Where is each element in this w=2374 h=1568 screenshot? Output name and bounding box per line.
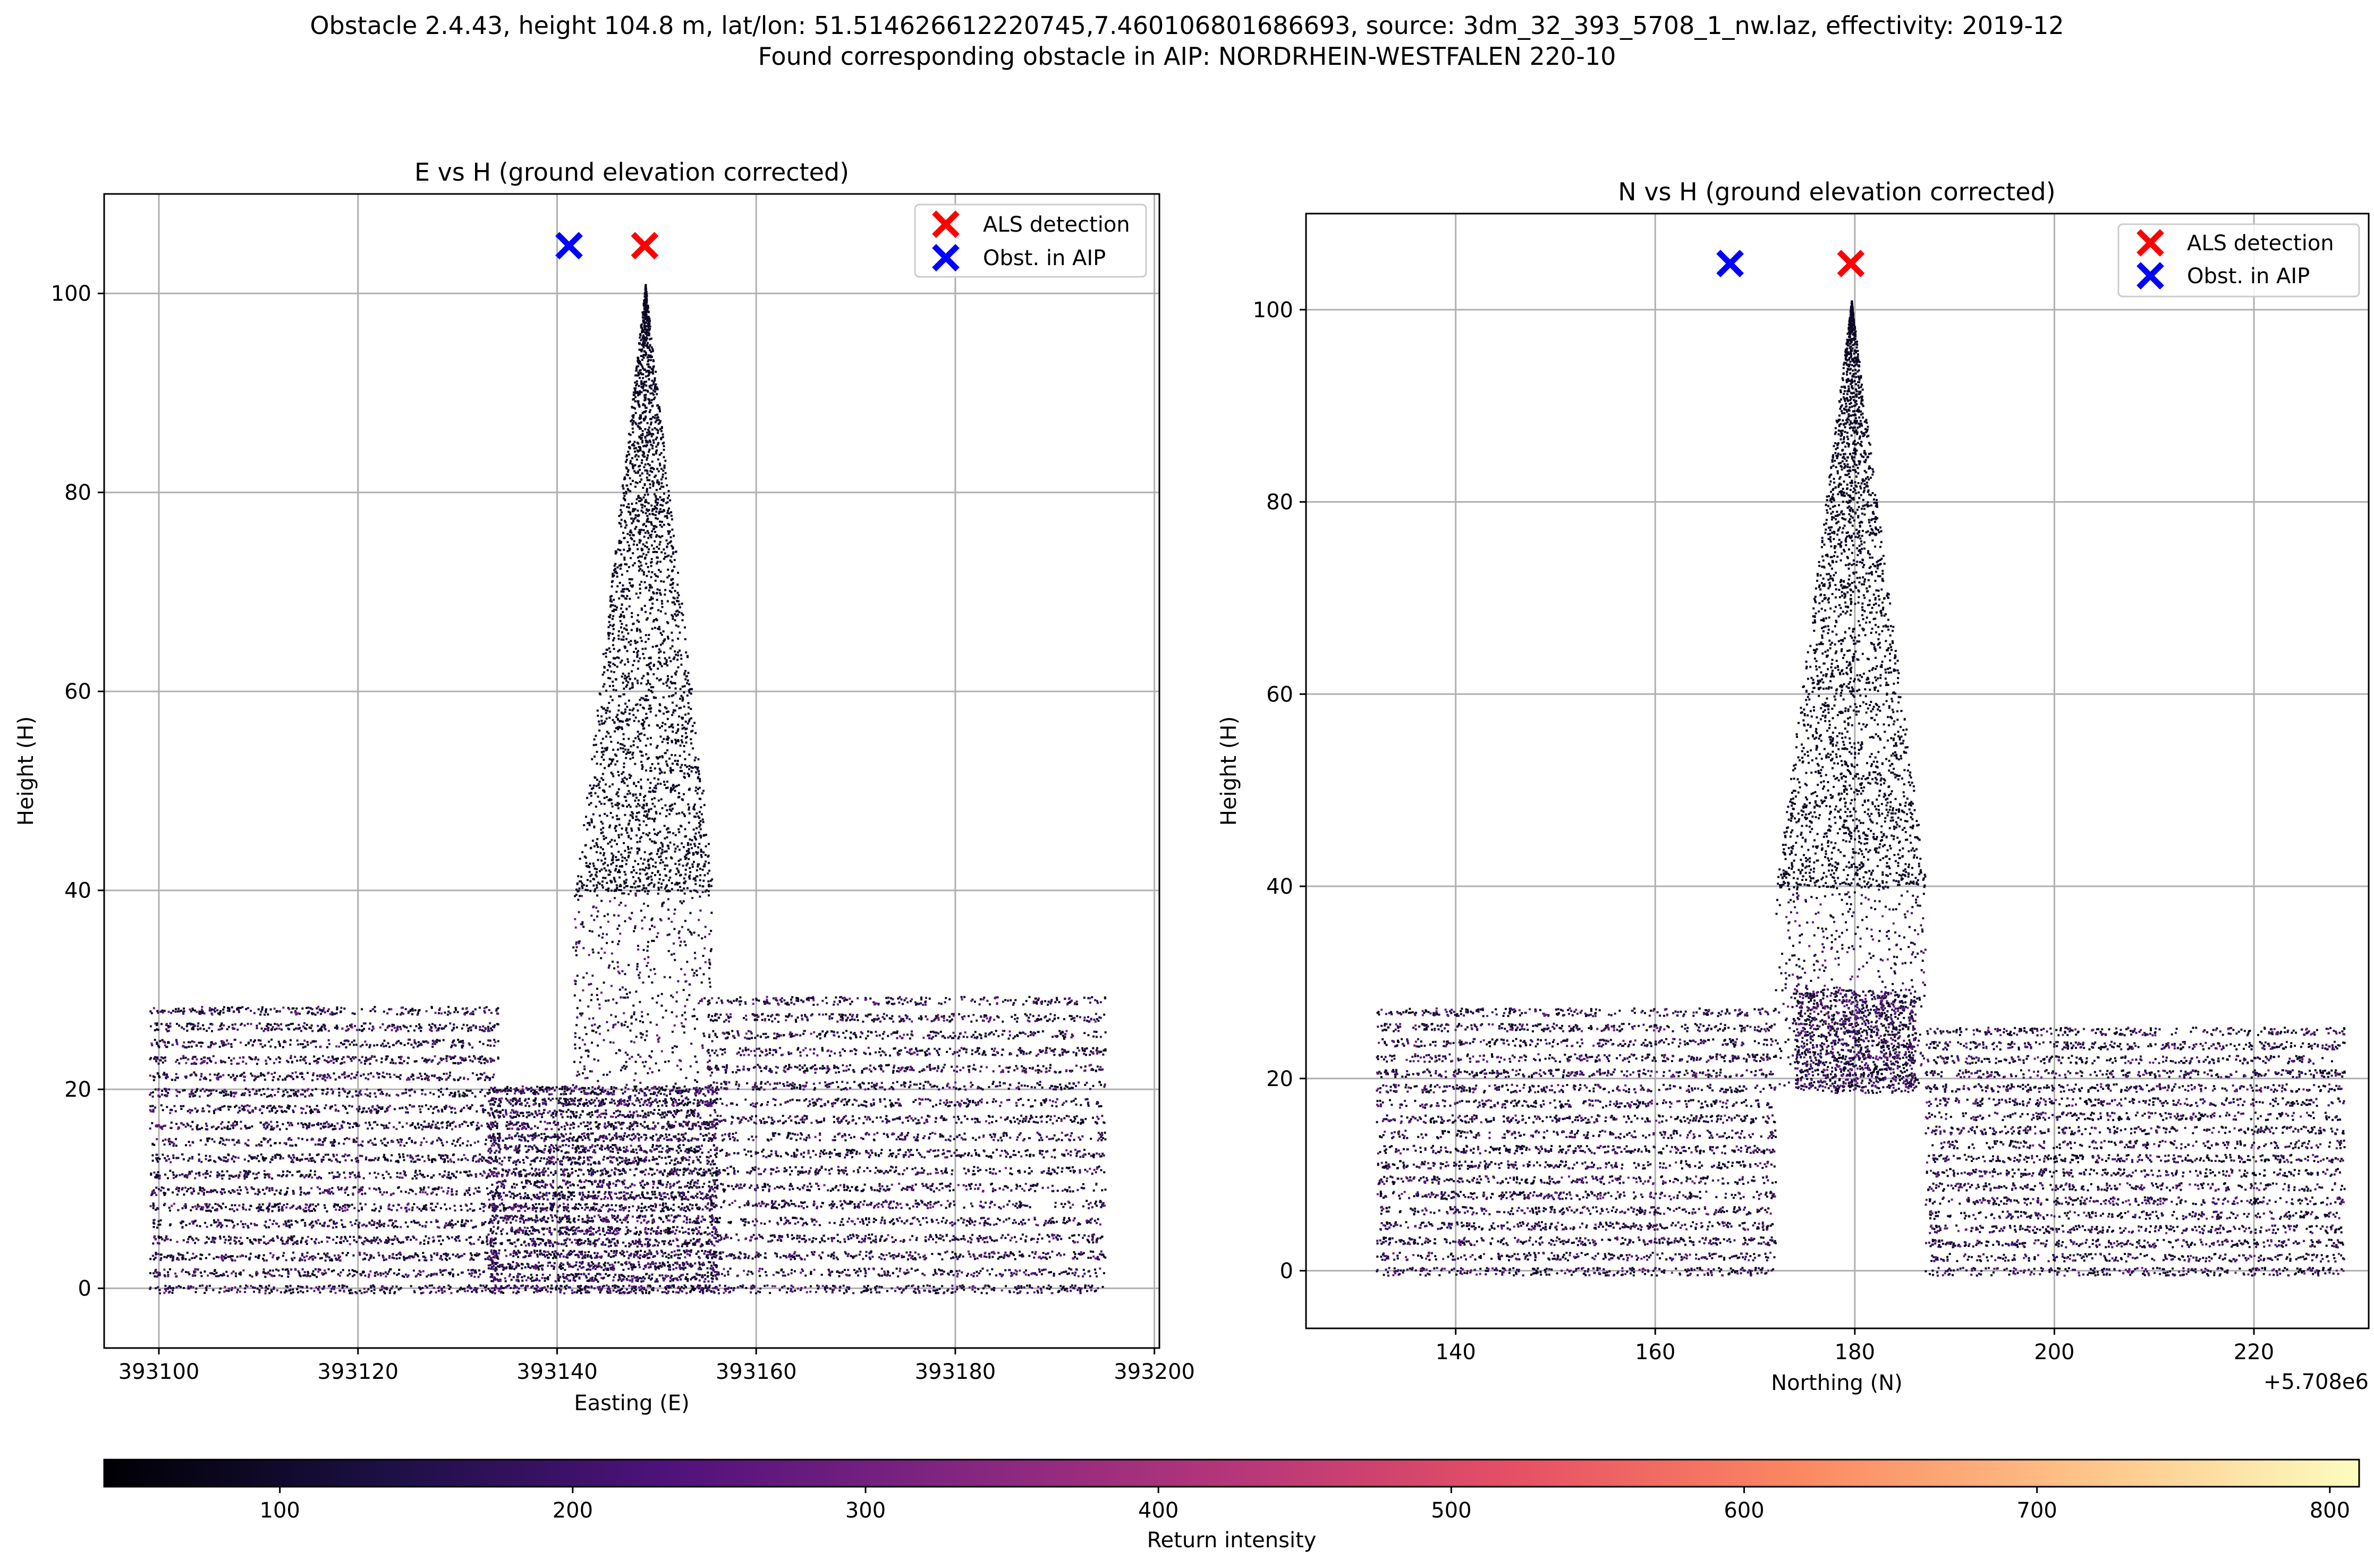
e-vs-h-legend: ALS detection Obst. in AIP (914, 204, 1147, 278)
legend-als-marker (932, 210, 960, 238)
colorbar-tick-label: 700 (2017, 1498, 2057, 1523)
lidar-points-high-intensity (149, 893, 1106, 1295)
x-tick-label: 200 (2034, 1340, 2074, 1364)
lidar-points-low-intensity (1376, 300, 2346, 1277)
als-detection-marker (631, 232, 659, 260)
x-tick-label: 393100 (118, 1360, 200, 1384)
y-tick-label: 80 (64, 481, 91, 505)
lidar-points-low-intensity (149, 284, 1107, 1294)
colorbar: 100 200 300 400 500 600 700 800 Return intensit… (103, 1459, 2360, 1553)
colorbar-tick-label: 600 (1724, 1498, 1764, 1523)
y-tick-label: 60 (1266, 682, 1293, 707)
e-vs-h-markers (555, 232, 659, 260)
x-tick-label: 393120 (317, 1360, 399, 1384)
lidar-points-mid-intensity (1376, 887, 2345, 1277)
n-vs-h-y-ticks: 0 20 40 60 80 100 (1253, 298, 1306, 1283)
y-tick-label: 100 (51, 282, 91, 306)
figure-title-line1: Obstacle 2.4.43, height 104.8 m, lat/lon… (310, 11, 2064, 40)
colorbar-ticks: 100 200 300 400 500 600 700 800 (260, 1487, 2350, 1523)
legend-als-marker (2136, 229, 2164, 257)
y-tick-label: 40 (64, 879, 91, 903)
lidar-points-mid-intensity (149, 891, 1106, 1295)
n-vs-h-plot: N vs H (ground elevation corrected) 140 1… (1217, 177, 2370, 1395)
y-tick-label: 40 (1266, 875, 1293, 899)
x-tick-label: 393140 (516, 1360, 598, 1384)
n-vs-h-title: N vs H (ground elevation corrected) (1618, 177, 2055, 206)
e-vs-h-point-cloud (149, 284, 1107, 1295)
x-tick-label: 180 (1835, 1340, 1875, 1364)
e-vs-h-title: E vs H (ground elevation corrected) (414, 158, 849, 187)
n-vs-h-axes-frame (1305, 213, 2370, 1329)
colorbar-gradient (103, 1459, 2360, 1488)
als-detection-marker (1837, 250, 1865, 277)
legend-aip-label: Obst. in AIP (983, 246, 1106, 270)
lidar-points-high-intensity (1376, 891, 2346, 1277)
y-tick-label: 80 (1266, 490, 1293, 515)
y-tick-label: 0 (1280, 1259, 1293, 1283)
e-vs-h-grid (104, 194, 1159, 1348)
y-tick-label: 60 (64, 680, 91, 704)
x-tick-label: 393200 (1114, 1360, 1195, 1384)
colorbar-label: Return intensity (1147, 1528, 1317, 1553)
legend-aip-label: Obst. in AIP (2187, 264, 2310, 289)
colorbar-tick-label: 300 (845, 1498, 886, 1523)
colorbar-tick-label: 200 (553, 1498, 593, 1523)
e-vs-h-y-ticks: 0 20 40 60 80 100 (51, 282, 104, 1301)
legend-aip-marker (932, 244, 960, 272)
aip-obstacle-marker (555, 232, 583, 260)
colorbar-tick-label: 500 (1431, 1498, 1471, 1523)
x-tick-label: 393160 (716, 1360, 797, 1384)
y-tick-label: 20 (64, 1078, 91, 1102)
n-vs-h-point-cloud (1376, 300, 2346, 1277)
n-vs-h-ylabel: Height (H) (1217, 716, 1241, 826)
aip-obstacle-marker (1716, 250, 1744, 277)
n-vs-h-legend: ALS detection Obst. in AIP (2117, 223, 2360, 298)
e-vs-h-xlabel: Easting (E) (574, 1391, 689, 1416)
colorbar-tick-label: 800 (2310, 1498, 2350, 1523)
e-vs-h-ylabel: Height (H) (14, 716, 38, 826)
e-vs-h-x-ticks: 393100 393120 393140 393160 393180 393200 (118, 1348, 1195, 1384)
x-tick-label: 220 (2234, 1340, 2274, 1364)
y-tick-label: 0 (78, 1277, 91, 1301)
legend-aip-marker (2136, 262, 2164, 290)
y-tick-label: 20 (1266, 1067, 1293, 1091)
x-tick-label: 140 (1436, 1340, 1476, 1364)
legend-als-label: ALS detection (2187, 231, 2334, 256)
figure-title-line2: Found corresponding obstacle in AIP: NOR… (758, 42, 1616, 71)
e-vs-h-plot: E vs H (ground elevation corrected) 3931… (14, 158, 1195, 1416)
n-vs-h-offset-label: +5.708e6 (2263, 1370, 2369, 1394)
colorbar-tick-label: 400 (1138, 1498, 1178, 1523)
n-vs-h-xlabel: Northing (N) (1771, 1371, 1903, 1395)
legend-als-label: ALS detection (983, 213, 1130, 237)
x-tick-label: 160 (1635, 1340, 1675, 1364)
n-vs-h-markers (1716, 250, 1865, 277)
e-vs-h-axes-frame (103, 193, 1160, 1349)
x-tick-label: 393180 (915, 1360, 996, 1384)
n-vs-h-x-ticks: 140 160 180 200 220 (1436, 1328, 2274, 1364)
y-tick-label: 100 (1253, 298, 1293, 323)
colorbar-tick-label: 100 (260, 1498, 300, 1523)
